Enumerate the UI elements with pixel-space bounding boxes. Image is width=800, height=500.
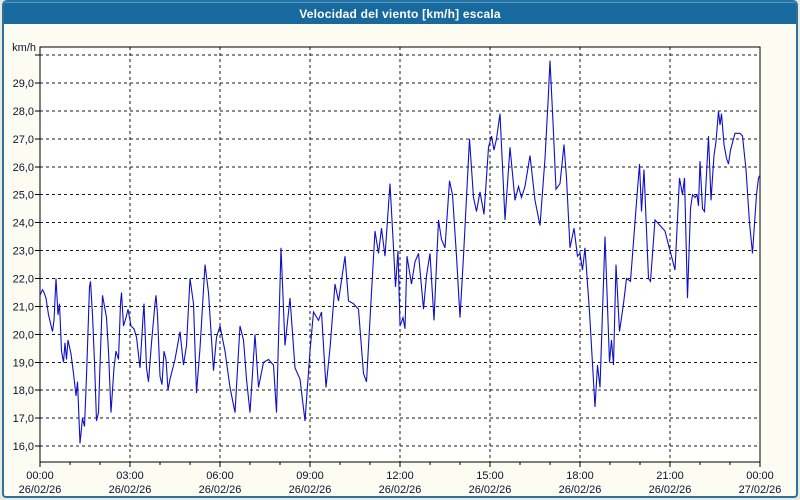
y-tick-label: 24,0: [13, 218, 34, 230]
y-tick-label: 16,0: [13, 441, 34, 453]
y-tick-label: 19,0: [13, 357, 34, 369]
x-tick-label-date: 26/02/26: [649, 484, 692, 496]
x-tick-label-date: 26/02/26: [289, 484, 332, 496]
title-bar[interactable]: Velocidad del viento [km/h] escala: [4, 2, 796, 24]
x-tick-label-time: 18:00: [566, 470, 594, 482]
y-tick-label: 29,0: [13, 78, 34, 90]
y-tick-label: 21,0: [13, 301, 34, 313]
x-tick-label-time: 09:00: [296, 470, 324, 482]
x-tick-label-time: 15:00: [476, 470, 504, 482]
y-tick-label: 26,0: [13, 162, 34, 174]
x-tick-label-date: 26/02/26: [19, 484, 62, 496]
y-tick-label: 28,0: [13, 106, 34, 118]
x-tick-label-date: 26/02/26: [469, 484, 512, 496]
x-tick-label-date: 26/02/26: [109, 484, 152, 496]
y-tick-label: 22,0: [13, 274, 34, 286]
plot-background: [40, 47, 760, 462]
x-tick-label-time: 12:00: [386, 470, 414, 482]
wind-speed-line: [39, 60, 761, 444]
x-tick-label-time: 03:00: [116, 470, 144, 482]
y-tick-label: 27,0: [13, 134, 34, 146]
x-tick-label-time: 06:00: [206, 470, 234, 482]
y-tick-label: 25,0: [13, 190, 34, 202]
y-tick-label: 17,0: [13, 413, 34, 425]
x-tick-label-time: 00:00: [26, 470, 54, 482]
y-axis-unit-label: km/h: [12, 42, 36, 54]
y-tick-label: 23,0: [13, 246, 34, 258]
y-tick-label: 20,0: [13, 329, 34, 341]
x-tick-label-date: 26/02/26: [559, 484, 602, 496]
x-tick-label-time: 00:00: [746, 470, 774, 482]
y-tick-label: 18,0: [13, 385, 34, 397]
x-tick-label-date: 26/02/26: [379, 484, 422, 496]
x-tick-label-date: 26/02/26: [199, 484, 242, 496]
window-title: Velocidad del viento [km/h] escala: [299, 6, 501, 21]
x-tick-label-time: 21:00: [656, 470, 684, 482]
x-tick-label-date: 27/02/26: [739, 484, 782, 496]
